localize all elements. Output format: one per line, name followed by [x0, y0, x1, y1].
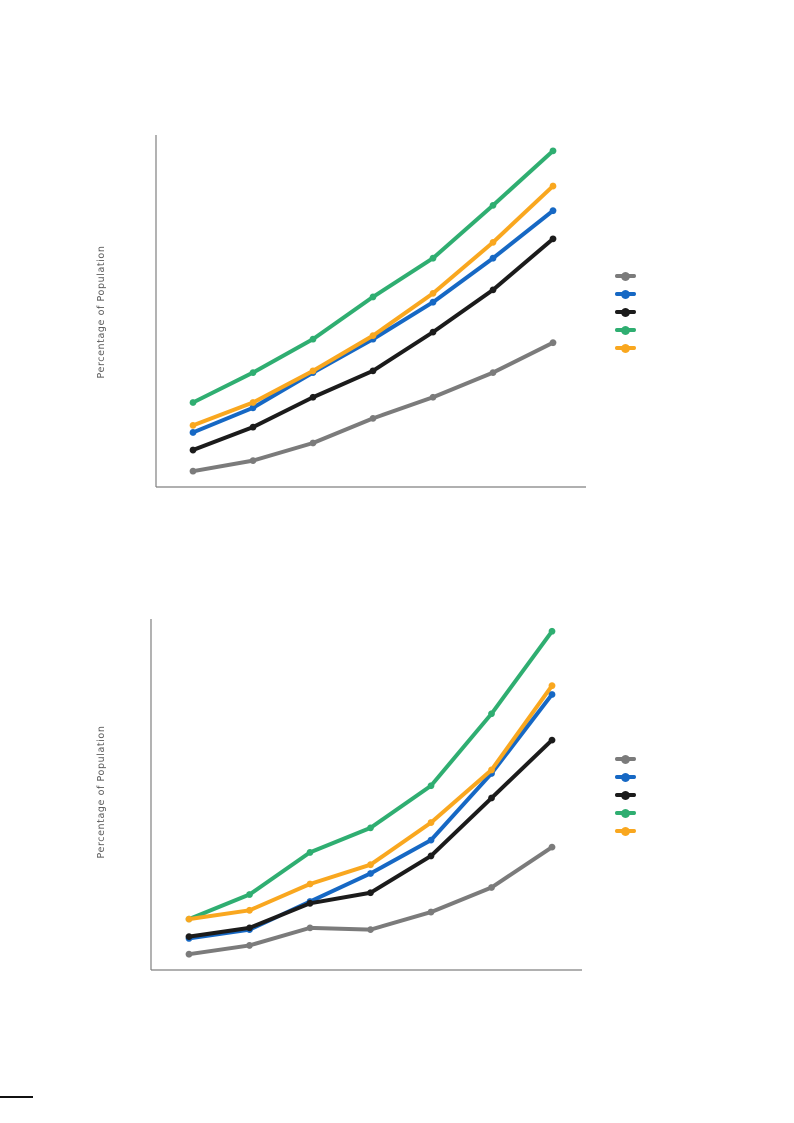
legend-item-gray: [615, 267, 642, 285]
legend-item-green: [615, 804, 642, 822]
footer-rule: [0, 1096, 33, 1098]
legend-dot-icon: [621, 790, 630, 800]
legend-item-gray: [615, 750, 642, 768]
legend-dot-icon: [621, 754, 630, 764]
legend-line-marker-icon: [615, 325, 636, 335]
legend-line-marker-icon: [615, 343, 636, 353]
legend-item-black: [615, 786, 642, 804]
legend-line-marker-icon: [615, 289, 636, 299]
legend-item-orange: [615, 339, 642, 357]
y-axis-label-bottom: Percentage of Population: [96, 725, 107, 859]
legend-item-green: [615, 321, 642, 339]
legend-line-marker-icon: [615, 772, 636, 782]
legend-dot-icon: [621, 325, 630, 335]
legend-item-orange: [615, 822, 642, 840]
legend-line-marker-icon: [615, 271, 636, 281]
legend-line-marker-icon: [615, 826, 636, 836]
legend-bottom: [615, 750, 642, 840]
y-axis-label-top: Percentage of Population: [96, 245, 107, 379]
legend-dot-icon: [621, 772, 630, 782]
legend-dot-icon: [621, 808, 630, 818]
legend-line-marker-icon: [615, 754, 636, 764]
legend-dot-icon: [621, 271, 630, 281]
legend-line-marker-icon: [615, 307, 636, 317]
legend-dot-icon: [621, 343, 630, 353]
legend-dot-icon: [621, 826, 630, 836]
legend-top: [615, 267, 642, 357]
legend-line-marker-icon: [615, 808, 636, 818]
legend-dot-icon: [621, 289, 630, 299]
legend-dot-icon: [621, 307, 630, 317]
legend-item-blue: [615, 285, 642, 303]
legend-line-marker-icon: [615, 790, 636, 800]
legend-item-blue: [615, 768, 642, 786]
legend-item-black: [615, 303, 642, 321]
